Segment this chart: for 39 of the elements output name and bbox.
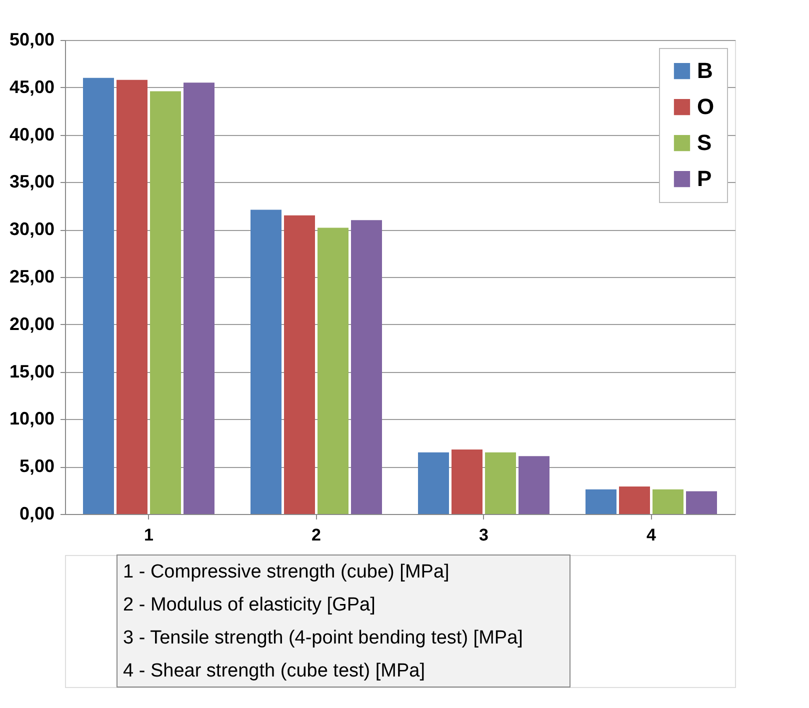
bar: [250, 210, 282, 514]
bar: [686, 491, 717, 514]
x-tick-label: 1: [144, 526, 154, 544]
y-tick-label: 15,00: [9, 361, 54, 382]
bar: [652, 489, 684, 514]
bar: [418, 452, 449, 514]
y-tick-label: 20,00: [9, 314, 54, 334]
x-tick-label: 2: [312, 526, 321, 544]
legend-label: S: [697, 130, 712, 155]
bar: [318, 228, 348, 514]
bar: [518, 456, 550, 514]
y-tick-label: 30,00: [9, 219, 54, 240]
bar: [351, 220, 382, 514]
text: 3 - Tensile strength (4-point bending test) [MPa]: [123, 628, 523, 648]
y-tick-label: 40,00: [9, 124, 54, 144]
x-tick-label: 3: [479, 526, 488, 544]
text: 4 - Shear strength (cube test) [MPa]: [123, 660, 426, 682]
y-tick-label: 25,00: [9, 266, 54, 286]
bar: [485, 452, 516, 514]
y-tick-label: 10,00: [9, 408, 54, 429]
y-tick-label: 45,00: [9, 76, 54, 97]
bar: [83, 78, 114, 514]
bar: [586, 489, 616, 514]
bar: [619, 486, 650, 514]
bar: [184, 82, 214, 514]
bar: [116, 80, 148, 514]
x-tick-label: 4: [646, 526, 657, 544]
y-tick-label: 5,00: [19, 456, 54, 476]
legend-label: P: [697, 166, 712, 191]
y-tick-label: 50,00: [9, 30, 54, 50]
bar: [452, 450, 482, 514]
bar: [150, 91, 181, 514]
y-tick-label: 35,00: [9, 172, 54, 192]
text: 2 - Modulus of elasticity [GPa]: [123, 594, 376, 616]
legend-label: B: [697, 58, 713, 83]
bar: [284, 215, 315, 514]
legend-label: O: [697, 94, 714, 119]
text: 1 - Compressive strength (cube) [MPa]: [123, 562, 450, 582]
y-tick-label: 0,00: [19, 504, 54, 524]
